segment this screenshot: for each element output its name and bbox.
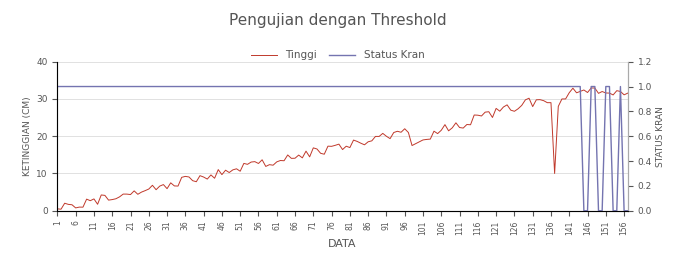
Tinggi bbox=[86, 199, 95, 202]
Tinggi bbox=[57, 208, 65, 211]
Text: Pengujian dengan Threshold: Pengujian dengan Threshold bbox=[229, 13, 446, 28]
Line: Tinggi: Tinggi bbox=[57, 88, 628, 209]
Tinggi bbox=[624, 91, 632, 95]
Status Kran bbox=[265, 85, 273, 88]
Tinggi bbox=[587, 86, 595, 89]
Tinggi bbox=[75, 206, 84, 209]
Status Kran bbox=[72, 85, 80, 88]
Y-axis label: KETINGGIAN (CM): KETINGGIAN (CM) bbox=[23, 96, 32, 176]
Status Kran bbox=[207, 85, 215, 88]
Tinggi bbox=[386, 137, 394, 140]
X-axis label: DATA: DATA bbox=[328, 239, 357, 249]
Status Kran bbox=[82, 85, 90, 88]
Status Kran bbox=[53, 85, 61, 88]
Legend: Tinggi, Status Kran: Tinggi, Status Kran bbox=[246, 46, 429, 65]
Line: Status Kran: Status Kran bbox=[57, 87, 628, 211]
Status Kran bbox=[580, 209, 588, 212]
Status Kran bbox=[514, 85, 522, 88]
Tinggi bbox=[269, 164, 277, 167]
Y-axis label: STATUS KRAN: STATUS KRAN bbox=[656, 106, 665, 167]
Tinggi bbox=[518, 104, 526, 107]
Tinggi bbox=[53, 207, 61, 210]
Status Kran bbox=[382, 85, 390, 88]
Tinggi bbox=[211, 177, 219, 180]
Status Kran bbox=[624, 209, 632, 212]
